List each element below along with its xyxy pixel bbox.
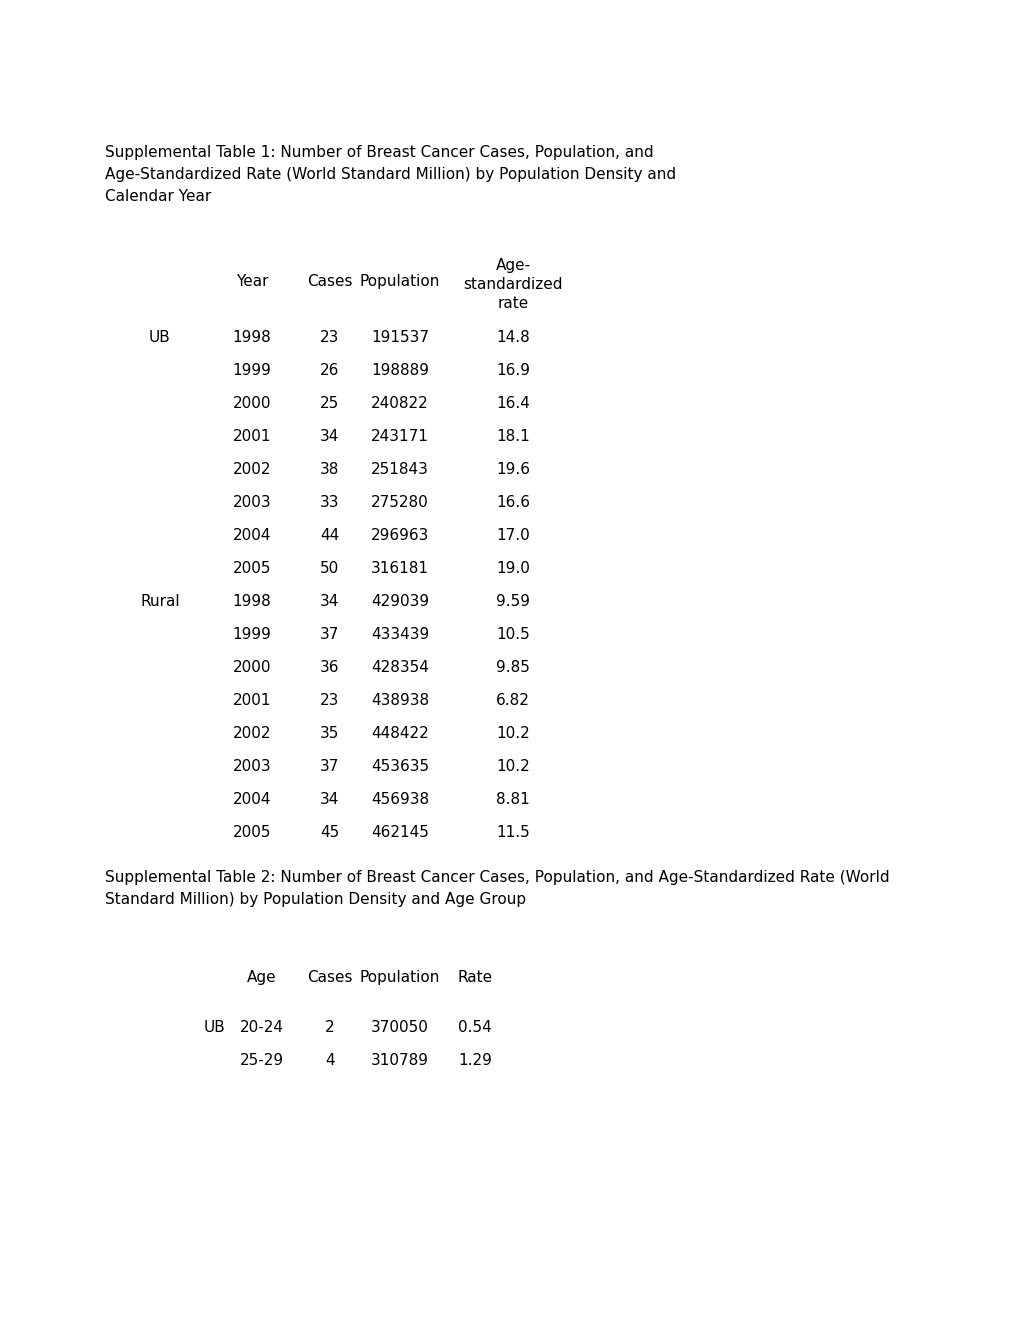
Text: 25-29: 25-29 (239, 1053, 283, 1068)
Text: 370050: 370050 (371, 1020, 429, 1035)
Text: Cases: Cases (307, 275, 353, 289)
Text: 198889: 198889 (371, 363, 429, 378)
Text: 23: 23 (320, 693, 339, 708)
Text: 36: 36 (320, 660, 339, 675)
Text: 33: 33 (320, 495, 339, 510)
Text: 18.1: 18.1 (495, 429, 529, 444)
Text: 428354: 428354 (371, 660, 429, 675)
Text: 37: 37 (320, 759, 339, 774)
Text: 8.81: 8.81 (495, 792, 529, 807)
Text: 1998: 1998 (232, 594, 271, 609)
Text: 240822: 240822 (371, 396, 428, 411)
Text: 2001: 2001 (232, 429, 271, 444)
Text: 2003: 2003 (232, 495, 271, 510)
Text: UB: UB (149, 330, 171, 345)
Text: 316181: 316181 (371, 561, 429, 576)
Text: 16.9: 16.9 (495, 363, 530, 378)
Text: 2005: 2005 (232, 561, 271, 576)
Text: 433439: 433439 (371, 627, 429, 642)
Text: 6.82: 6.82 (495, 693, 530, 708)
Text: 2005: 2005 (232, 825, 271, 840)
Text: 448422: 448422 (371, 726, 428, 741)
Text: 34: 34 (320, 429, 339, 444)
Text: 25: 25 (320, 396, 339, 411)
Text: Year: Year (235, 275, 268, 289)
Text: 9.85: 9.85 (495, 660, 530, 675)
Text: Population: Population (360, 275, 440, 289)
Text: 38: 38 (320, 462, 339, 477)
Text: 37: 37 (320, 627, 339, 642)
Text: 14.8: 14.8 (495, 330, 529, 345)
Text: UB: UB (204, 1020, 225, 1035)
Text: 9.59: 9.59 (495, 594, 530, 609)
Text: 251843: 251843 (371, 462, 429, 477)
Text: 296963: 296963 (371, 528, 429, 543)
Text: 35: 35 (320, 726, 339, 741)
Text: 2: 2 (325, 1020, 334, 1035)
Text: 34: 34 (320, 594, 339, 609)
Text: 10.2: 10.2 (495, 759, 529, 774)
Text: 4: 4 (325, 1053, 334, 1068)
Text: 1998: 1998 (232, 330, 271, 345)
Text: 16.6: 16.6 (495, 495, 530, 510)
Text: 26: 26 (320, 363, 339, 378)
Text: 2002: 2002 (232, 726, 271, 741)
Text: 50: 50 (320, 561, 339, 576)
Text: Population: Population (360, 970, 440, 985)
Text: 10.2: 10.2 (495, 726, 529, 741)
Text: 2002: 2002 (232, 462, 271, 477)
Text: 243171: 243171 (371, 429, 429, 444)
Text: 438938: 438938 (371, 693, 429, 708)
Text: 44: 44 (320, 528, 339, 543)
Text: Supplemental Table 1: Number of Breast Cancer Cases, Population, and
Age-Standar: Supplemental Table 1: Number of Breast C… (105, 145, 676, 205)
Text: 429039: 429039 (371, 594, 429, 609)
Text: 16.4: 16.4 (495, 396, 530, 411)
Text: 11.5: 11.5 (495, 825, 529, 840)
Text: 34: 34 (320, 792, 339, 807)
Text: 19.6: 19.6 (495, 462, 530, 477)
Text: 23: 23 (320, 330, 339, 345)
Text: 20-24: 20-24 (239, 1020, 283, 1035)
Text: Rate: Rate (457, 970, 492, 985)
Text: Rural: Rural (140, 594, 179, 609)
Text: 2004: 2004 (232, 528, 271, 543)
Text: 1.29: 1.29 (458, 1053, 491, 1068)
Text: 2000: 2000 (232, 396, 271, 411)
Text: 17.0: 17.0 (495, 528, 529, 543)
Text: Age: Age (247, 970, 276, 985)
Text: 19.0: 19.0 (495, 561, 530, 576)
Text: 456938: 456938 (371, 792, 429, 807)
Text: 10.5: 10.5 (495, 627, 529, 642)
Text: 462145: 462145 (371, 825, 429, 840)
Text: 2004: 2004 (232, 792, 271, 807)
Text: 2000: 2000 (232, 660, 271, 675)
Text: 310789: 310789 (371, 1053, 429, 1068)
Text: 1999: 1999 (232, 363, 271, 378)
Text: 275280: 275280 (371, 495, 428, 510)
Text: 453635: 453635 (371, 759, 429, 774)
Text: 0.54: 0.54 (458, 1020, 491, 1035)
Text: Cases: Cases (307, 970, 353, 985)
Text: 191537: 191537 (371, 330, 429, 345)
Text: 2001: 2001 (232, 693, 271, 708)
Text: 45: 45 (320, 825, 339, 840)
Text: 2003: 2003 (232, 759, 271, 774)
Text: Age-
standardized
rate: Age- standardized rate (463, 257, 562, 312)
Text: 1999: 1999 (232, 627, 271, 642)
Text: Supplemental Table 2: Number of Breast Cancer Cases, Population, and Age-Standar: Supplemental Table 2: Number of Breast C… (105, 870, 889, 907)
